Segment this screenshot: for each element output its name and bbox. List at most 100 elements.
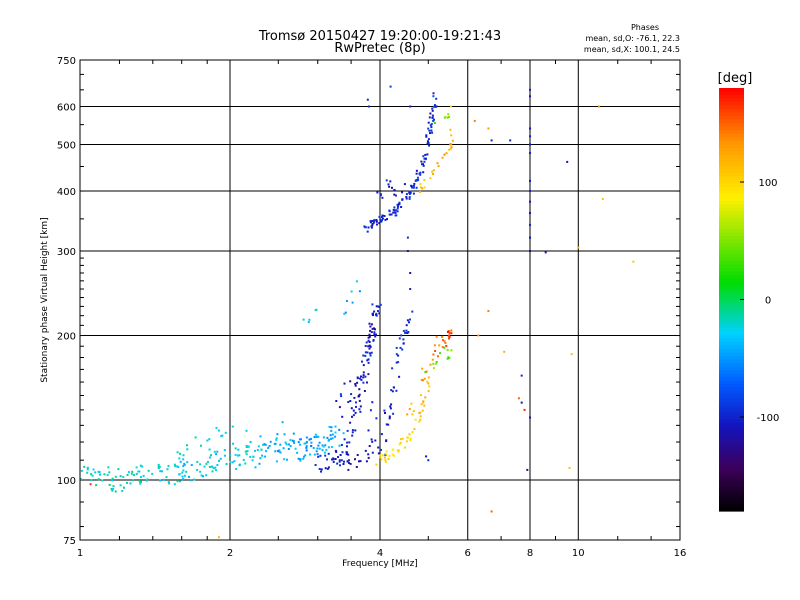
x-tick-label: 10 <box>572 548 585 559</box>
colorbar-segment <box>719 436 744 442</box>
data-point <box>423 157 426 160</box>
data-point <box>397 361 400 364</box>
colorbar-segment <box>719 292 744 297</box>
data-point <box>577 246 580 249</box>
data-point <box>477 334 480 337</box>
data-point <box>308 318 311 321</box>
data-point <box>330 429 333 432</box>
data-point <box>421 163 423 166</box>
data-point <box>387 423 390 426</box>
data-point <box>316 453 319 456</box>
data-point <box>275 438 278 441</box>
data-point <box>193 478 196 481</box>
data-point <box>343 460 345 463</box>
data-point <box>366 381 368 384</box>
data-point <box>390 403 393 406</box>
colorbar-segment <box>719 88 744 93</box>
data-point <box>408 197 411 200</box>
data-point <box>375 305 378 308</box>
data-point <box>343 438 346 441</box>
data-point <box>410 402 413 405</box>
data-point <box>447 331 449 333</box>
colorbar-segment <box>719 267 744 272</box>
colorbar-segment <box>719 211 744 216</box>
data-point <box>388 454 391 457</box>
data-point <box>568 466 571 469</box>
data-point <box>190 464 193 466</box>
data-point <box>114 490 117 493</box>
data-point <box>529 212 531 214</box>
data-point <box>181 475 184 478</box>
data-point <box>182 458 185 461</box>
colorbar-segment <box>719 486 744 491</box>
data-point <box>415 172 418 175</box>
colorbar-segment <box>719 246 744 251</box>
data-point <box>436 162 439 165</box>
data-point <box>322 436 325 439</box>
data-point <box>355 280 358 283</box>
data-point <box>403 446 406 449</box>
data-point <box>345 453 348 456</box>
data-point <box>437 355 439 358</box>
data-point <box>376 223 378 226</box>
data-point <box>310 441 313 444</box>
data-point <box>317 435 320 438</box>
colorbar-segment <box>719 303 744 308</box>
data-point <box>338 459 341 462</box>
data-point <box>346 429 349 432</box>
data-point <box>355 466 358 468</box>
data-point <box>214 466 217 469</box>
y-tick-label: 200 <box>57 332 76 343</box>
data-point <box>371 440 374 443</box>
data-point <box>419 394 422 397</box>
chart-title: Tromsø 20150427 19:20:00-19:21:43 <box>258 29 501 44</box>
data-point <box>89 483 92 486</box>
data-point <box>286 458 288 461</box>
data-point <box>370 226 373 229</box>
data-point <box>210 465 213 468</box>
data-point <box>371 303 374 306</box>
data-point <box>402 338 405 341</box>
data-point <box>177 466 180 468</box>
data-point <box>426 142 429 145</box>
data-point <box>246 450 249 453</box>
data-point <box>245 453 248 456</box>
data-point <box>254 466 257 469</box>
data-point <box>279 443 282 446</box>
colorbar-segment <box>719 274 744 279</box>
data-point <box>194 436 197 439</box>
data-point <box>366 230 369 233</box>
data-point <box>351 415 353 418</box>
data-point <box>382 217 384 220</box>
data-point <box>215 426 218 429</box>
x-tick-label: 1 <box>77 548 83 559</box>
data-point <box>369 220 372 223</box>
data-point <box>371 314 374 317</box>
data-point <box>139 464 142 467</box>
data-point <box>419 186 422 189</box>
colorbar-segment <box>719 91 744 96</box>
data-point <box>442 339 444 342</box>
data-point <box>369 325 372 328</box>
y-tick-label: 750 <box>57 56 76 67</box>
data-point <box>274 450 277 453</box>
data-point <box>157 465 160 468</box>
data-point <box>318 447 321 450</box>
data-point <box>208 438 211 441</box>
data-point <box>349 400 352 402</box>
data-point <box>389 407 392 410</box>
data-point <box>351 429 354 432</box>
data-point <box>419 183 422 185</box>
data-point <box>367 373 370 376</box>
data-point <box>285 443 288 446</box>
data-point <box>393 193 396 196</box>
data-point <box>157 467 160 469</box>
data-point <box>205 474 208 477</box>
data-point <box>176 451 179 454</box>
data-point <box>86 466 89 469</box>
data-point <box>346 460 349 463</box>
data-point <box>159 479 162 482</box>
data-point <box>354 429 357 432</box>
data-point <box>334 435 337 438</box>
